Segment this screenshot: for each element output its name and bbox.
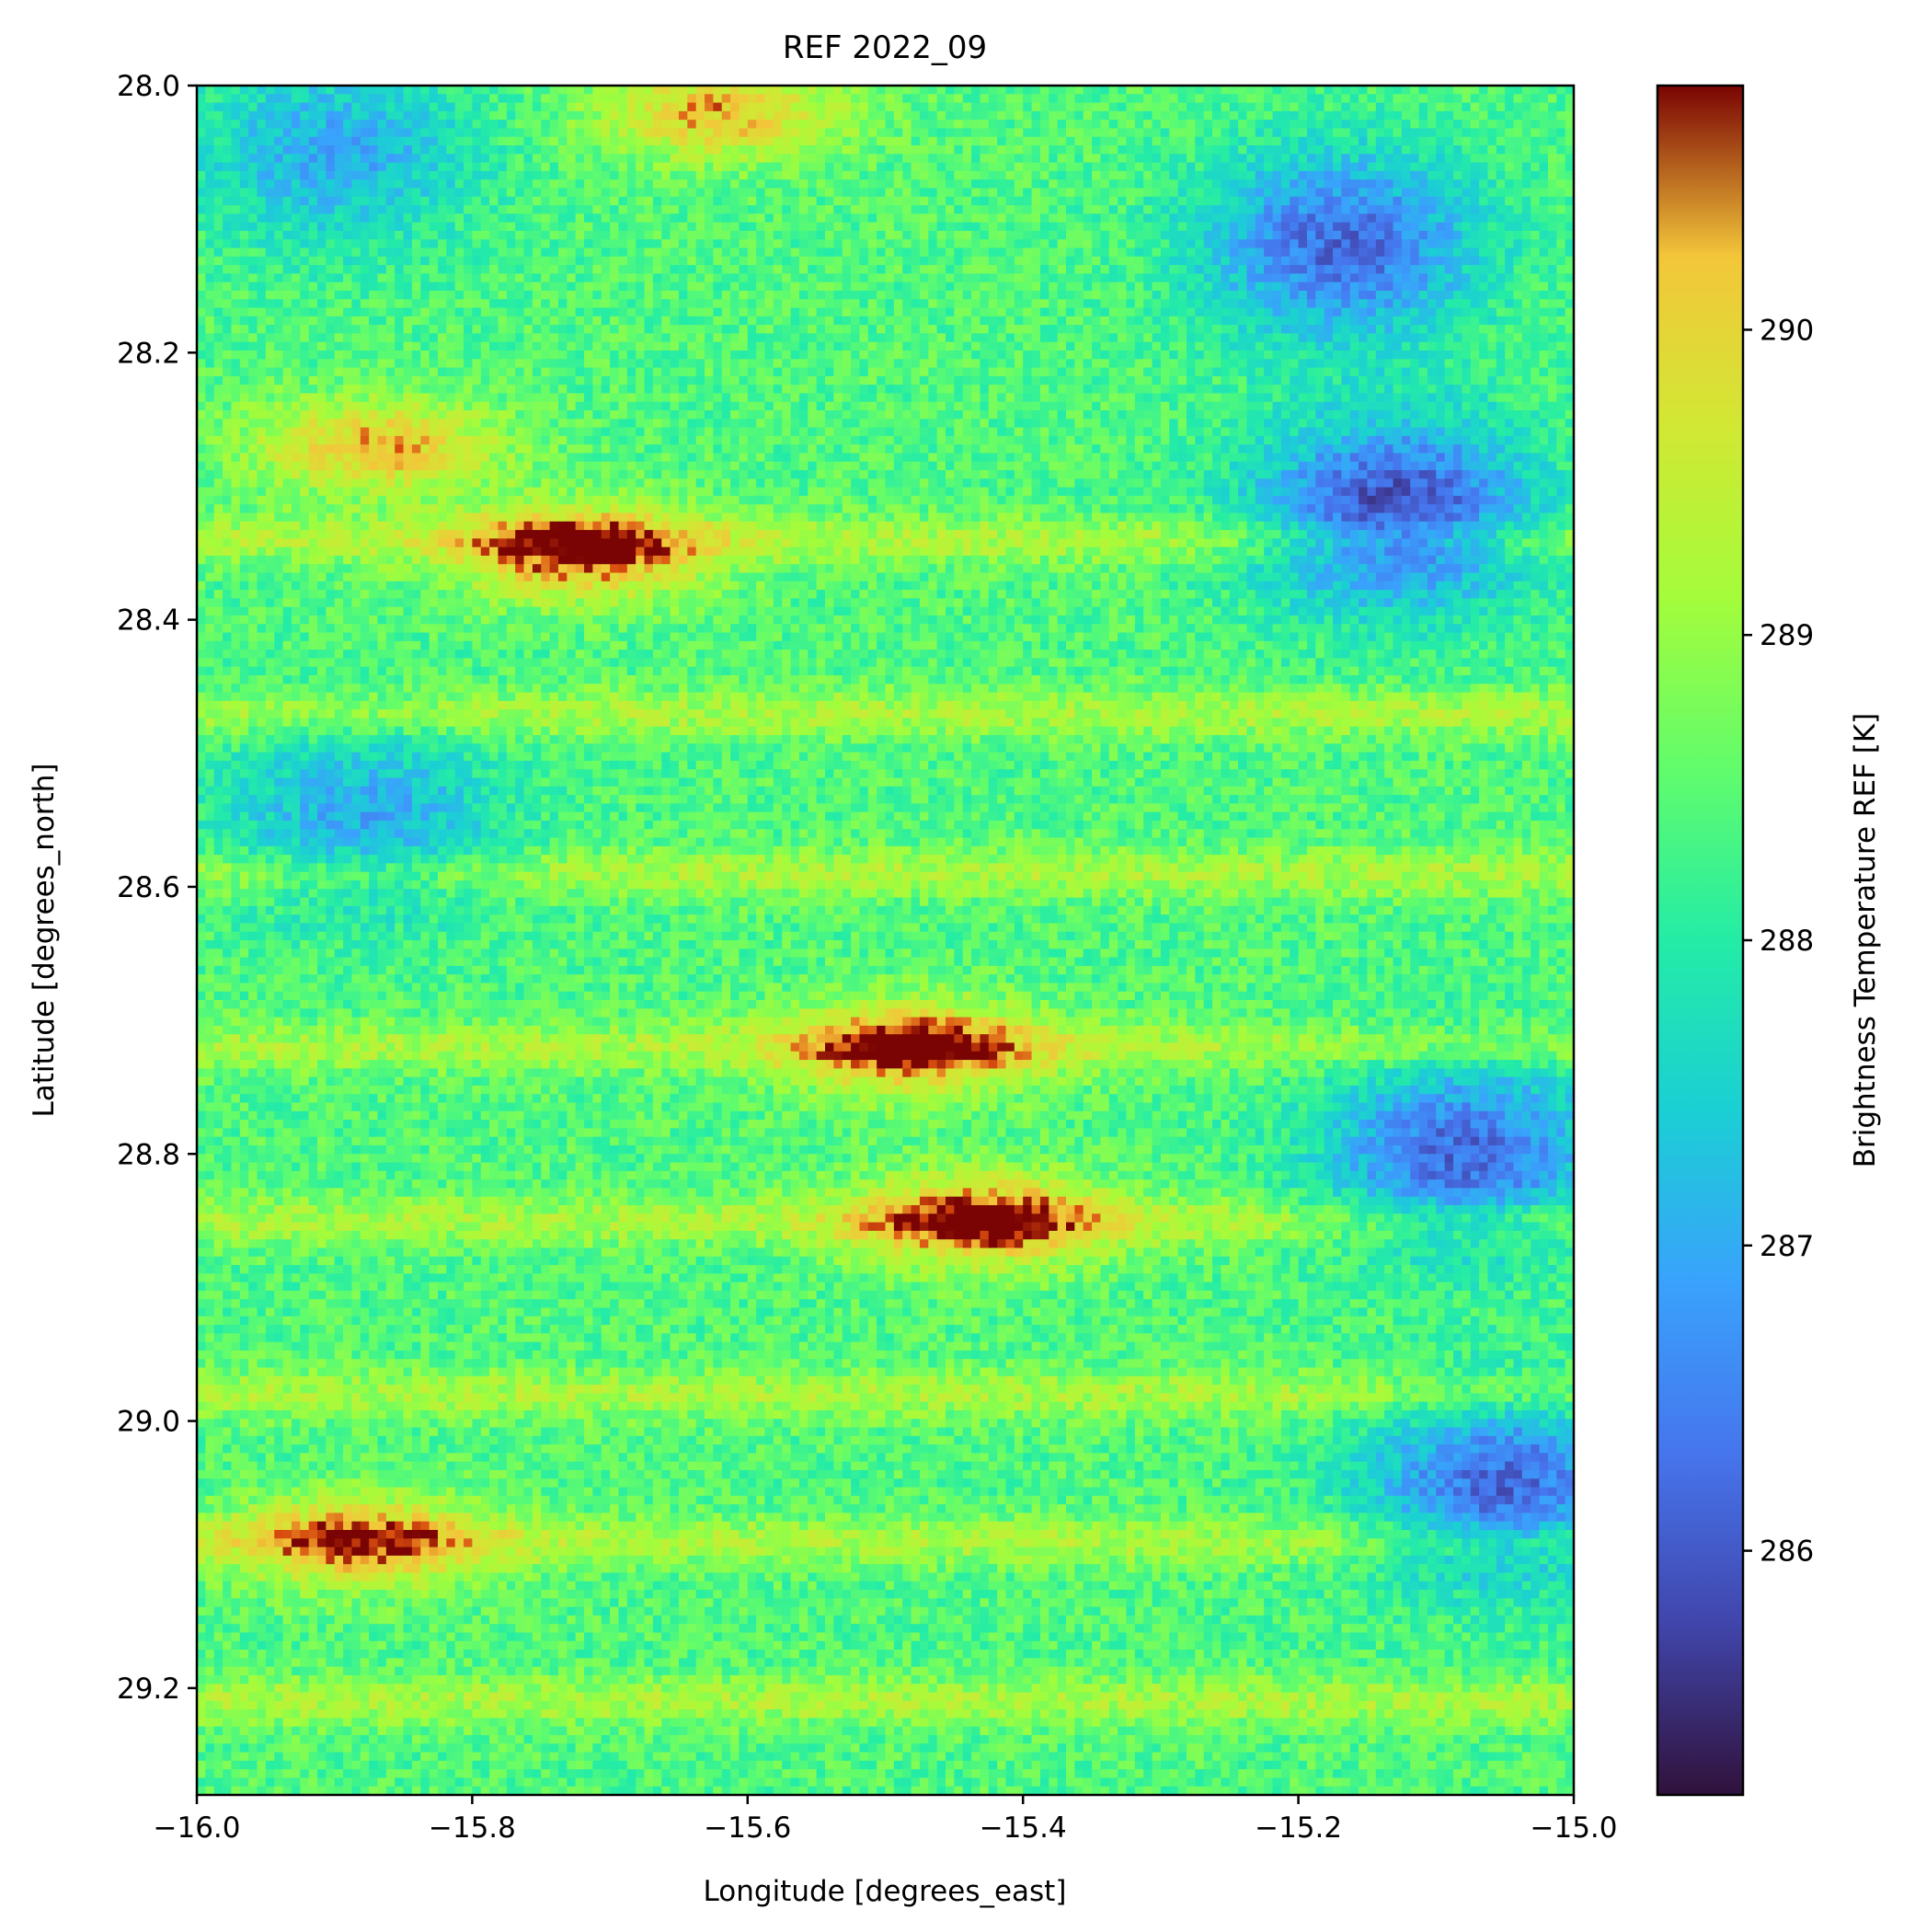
y-tick-label: 28.6 bbox=[117, 871, 180, 904]
colorbar-label: Brightness Temperature REF [K] bbox=[1849, 713, 1882, 1168]
colorbar-tick-label: 289 bbox=[1760, 619, 1814, 652]
x-tick-label: −15.6 bbox=[704, 1811, 791, 1845]
x-tick-label: −16.0 bbox=[154, 1811, 241, 1845]
colorbar-tick-label: 288 bbox=[1760, 925, 1814, 958]
x-tick-label: −15.2 bbox=[1255, 1811, 1342, 1845]
colorbar-tick-label: 287 bbox=[1760, 1230, 1814, 1263]
colorbar bbox=[1656, 84, 1745, 1797]
y-tick-label: 28.8 bbox=[117, 1138, 180, 1171]
y-axis-label: Latitude [degrees_north] bbox=[28, 763, 61, 1117]
chart-title: REF 2022_09 bbox=[783, 29, 987, 66]
x-tick-label: −15.4 bbox=[980, 1811, 1067, 1845]
x-tick-label: −15.8 bbox=[429, 1811, 516, 1845]
colorbar-tick-label: 286 bbox=[1760, 1535, 1814, 1569]
heatmap-image bbox=[197, 86, 1574, 1795]
y-tick-label: 29.0 bbox=[117, 1406, 180, 1439]
colorbar-tick-label: 290 bbox=[1760, 314, 1814, 347]
colorbar-ticks: 286 287 288 289 290 bbox=[1743, 314, 1814, 1569]
x-axis: −16.0 −15.8 −15.6 −15.4 −15.2 −15.0 bbox=[154, 1795, 1618, 1845]
plot-frame bbox=[195, 84, 1576, 1797]
y-tick-label: 28.2 bbox=[117, 337, 180, 370]
y-tick-label: 28.0 bbox=[117, 70, 180, 103]
x-axis-label: Longitude [degrees_east] bbox=[704, 1875, 1067, 1908]
x-tick-label: −15.0 bbox=[1531, 1811, 1618, 1845]
y-axis: 28.0 28.2 28.4 28.6 28.8 29.0 29.2 bbox=[117, 70, 197, 1706]
y-tick-label: 29.2 bbox=[117, 1673, 180, 1706]
y-tick-label: 28.4 bbox=[117, 604, 180, 638]
